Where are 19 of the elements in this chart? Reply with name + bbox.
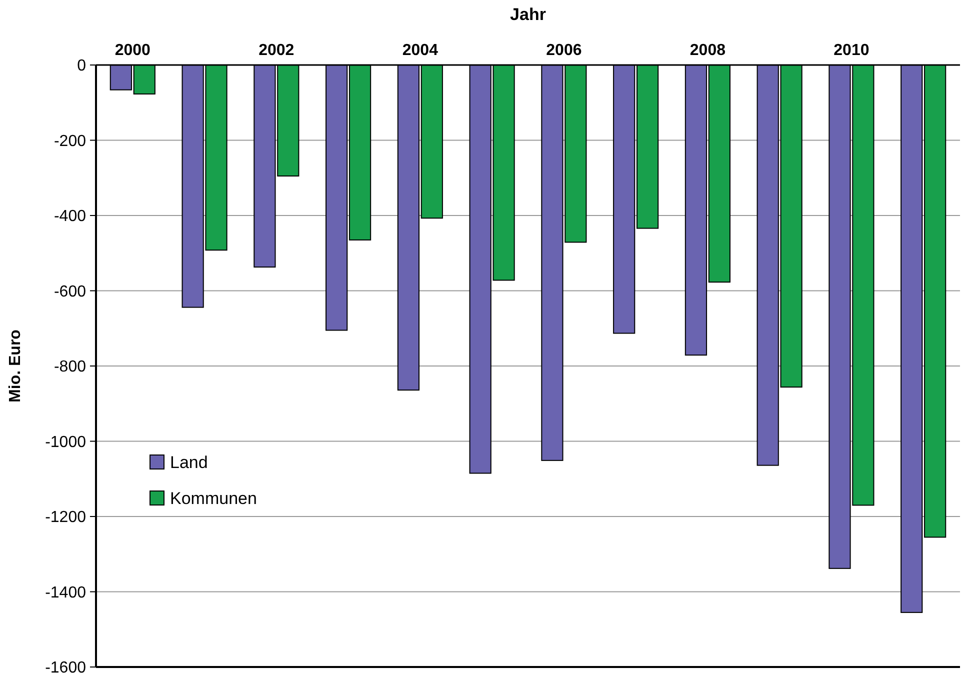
y-tick-label: -800 xyxy=(54,358,86,376)
y-axis-title: Mio. Euro xyxy=(7,329,24,402)
x-tick-label: 2006 xyxy=(546,42,582,59)
x-tick-label: 2004 xyxy=(402,42,438,59)
y-tick-label: -1200 xyxy=(45,509,86,526)
y-tick-label: -1600 xyxy=(45,660,86,673)
x-axis-title: Jahr xyxy=(510,5,546,24)
y-tick-label: -400 xyxy=(54,208,86,226)
y-tick-label: -1000 xyxy=(45,434,86,451)
legend-label: Land xyxy=(170,452,208,472)
y-tick-label: 0 xyxy=(77,58,86,75)
y-tick-label: -1400 xyxy=(45,584,86,602)
y-tick-label: -600 xyxy=(54,283,86,300)
legend-label: Kommunen xyxy=(170,488,257,508)
x-tick-label: 2002 xyxy=(258,42,294,59)
x-tick-label: 2000 xyxy=(114,42,151,59)
y-tick-label: -200 xyxy=(54,132,86,150)
x-tick-label: 2008 xyxy=(690,42,726,59)
x-tick-label: 2010 xyxy=(834,42,870,59)
